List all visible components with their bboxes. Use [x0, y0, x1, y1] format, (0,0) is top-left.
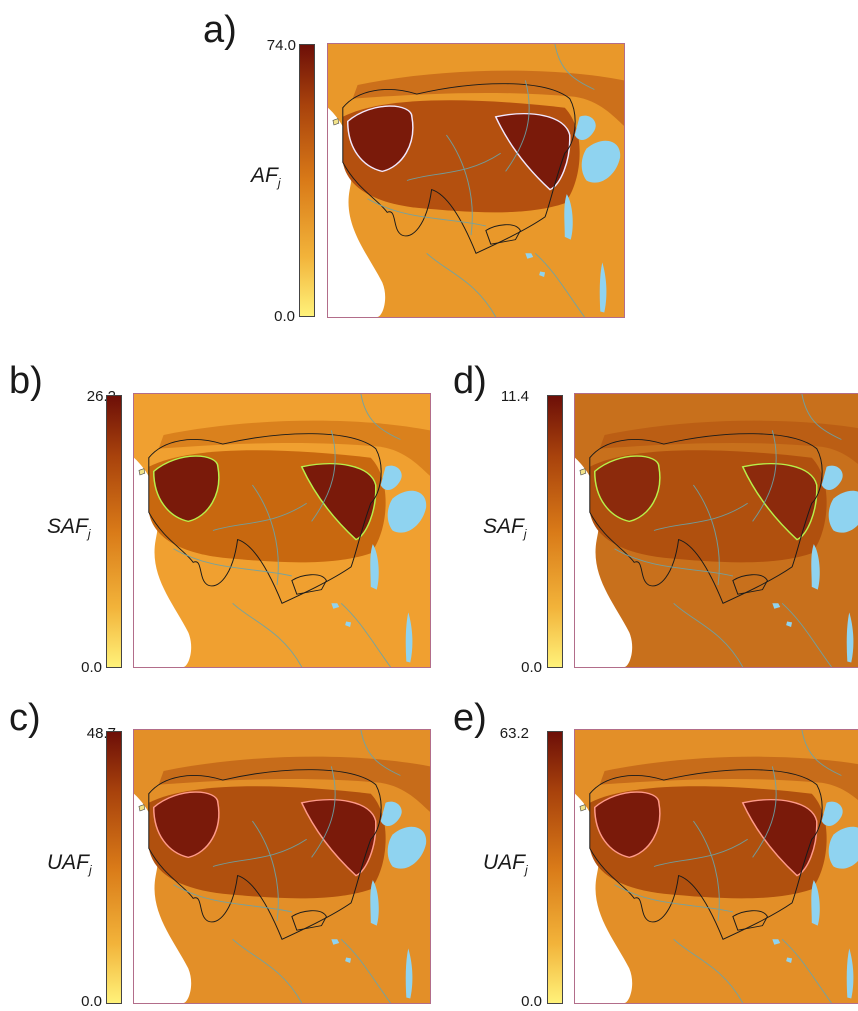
map-frame: [327, 43, 625, 318]
colorbar-min-label: 0.0: [81, 993, 102, 1010]
colorbar-min-label: 0.0: [81, 659, 102, 676]
map-frame: [133, 393, 431, 668]
map: [575, 394, 858, 667]
colorbar: [106, 731, 122, 1004]
panel-letter: a): [203, 9, 237, 51]
colorbar: [547, 395, 563, 668]
colorbar-min-label: 0.0: [521, 659, 542, 676]
variable-label: SAFj: [47, 515, 91, 542]
colorbar-min-label: 0.0: [274, 308, 295, 325]
colorbar-min-label: 0.0: [521, 993, 542, 1010]
panel-letter: d): [453, 360, 487, 402]
colorbar: [299, 44, 315, 317]
colorbar-max-label: 11.4: [500, 388, 529, 405]
variable-label: UAFj: [483, 851, 528, 878]
map-frame: [133, 729, 431, 1004]
panel-letter: c): [9, 697, 41, 739]
colorbar: [547, 731, 563, 1004]
variable-label: AFj: [251, 164, 281, 191]
map: [575, 730, 858, 1003]
panel-letter: b): [9, 360, 43, 402]
map: [134, 730, 430, 1003]
colorbar-max-label: 74.0: [266, 37, 296, 54]
variable-label: UAFj: [47, 851, 92, 878]
panel-letter: e): [453, 697, 487, 739]
colorbar-max-label: 63.2: [499, 725, 529, 742]
colorbar: [106, 395, 122, 668]
variable-label: SAFj: [483, 515, 527, 542]
map: [134, 394, 430, 667]
map: [328, 44, 624, 317]
map-frame: [574, 393, 858, 668]
map-frame: [574, 729, 858, 1004]
